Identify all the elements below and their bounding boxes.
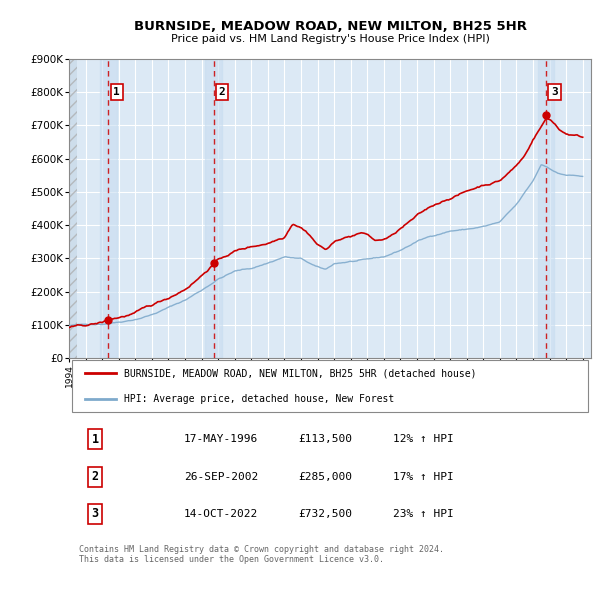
Text: 1: 1 (113, 87, 120, 97)
Text: 23% ↑ HPI: 23% ↑ HPI (392, 509, 454, 519)
Text: BURNSIDE, MEADOW ROAD, NEW MILTON, BH25 5HR (detached house): BURNSIDE, MEADOW ROAD, NEW MILTON, BH25 … (124, 368, 476, 378)
Text: £732,500: £732,500 (299, 509, 353, 519)
Text: 14-OCT-2022: 14-OCT-2022 (184, 509, 258, 519)
Text: Contains HM Land Registry data © Crown copyright and database right 2024.
This d: Contains HM Land Registry data © Crown c… (79, 545, 445, 564)
Bar (205, 59, 222, 358)
Text: 26-SEP-2002: 26-SEP-2002 (184, 471, 258, 481)
Text: BURNSIDE, MEADOW ROAD, NEW MILTON, BH25 5HR: BURNSIDE, MEADOW ROAD, NEW MILTON, BH25 … (133, 20, 527, 33)
Text: £113,500: £113,500 (299, 434, 353, 444)
Text: 1: 1 (92, 433, 98, 446)
Text: Price paid vs. HM Land Registry's House Price Index (HPI): Price paid vs. HM Land Registry's House … (170, 34, 490, 44)
Text: 17-MAY-1996: 17-MAY-1996 (184, 434, 258, 444)
Text: 17% ↑ HPI: 17% ↑ HPI (392, 471, 454, 481)
Text: 2: 2 (92, 470, 98, 483)
Bar (100, 59, 117, 358)
Text: 2: 2 (218, 87, 226, 97)
Bar (69, 59, 77, 358)
Text: 12% ↑ HPI: 12% ↑ HPI (392, 434, 454, 444)
Text: HPI: Average price, detached house, New Forest: HPI: Average price, detached house, New … (124, 394, 394, 404)
Bar (538, 59, 554, 358)
Text: 3: 3 (551, 87, 558, 97)
FancyBboxPatch shape (71, 360, 589, 412)
Text: 3: 3 (92, 507, 98, 520)
Text: £285,000: £285,000 (299, 471, 353, 481)
